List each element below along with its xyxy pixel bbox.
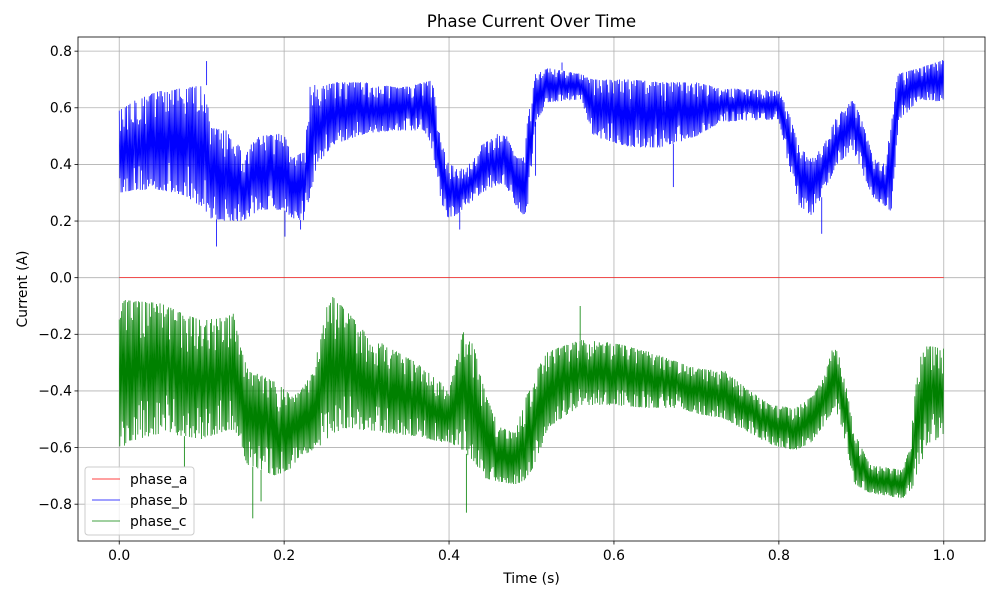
y-axis-label: Current (A)	[15, 251, 31, 328]
chart-title: Phase Current Over Time	[427, 11, 636, 31]
x-tick-label: 0.6	[603, 548, 625, 564]
legend-label-phase-c: phase_c	[130, 514, 187, 530]
y-tick-label: 0.6	[50, 101, 72, 117]
x-tick-label: 0.2	[273, 548, 295, 564]
x-tick-label: 0.4	[438, 548, 460, 564]
y-tick-label: 0.2	[50, 214, 72, 230]
y-tick-label: 0.8	[50, 44, 72, 60]
plot-series	[118, 60, 944, 519]
y-tick-label: −0.8	[38, 497, 72, 513]
y-tick-label: 0.4	[50, 157, 72, 173]
axes-frame	[77, 36, 986, 542]
legend-frame	[84, 466, 195, 536]
phase-c-trace	[118, 296, 944, 499]
legend: phase_a phase_b phase_c	[84, 466, 195, 536]
y-tick-label: 0.0	[50, 270, 72, 286]
legend-item-phase-b: phase_b	[92, 493, 188, 509]
legend-item-phase-c: phase_c	[92, 514, 187, 530]
y-tick-label: −0.2	[38, 327, 72, 343]
legend-label-phase-a: phase_a	[130, 472, 187, 488]
phase-b-trace	[118, 60, 944, 222]
x-tick-label: 0.8	[768, 548, 790, 564]
x-axis-label: Time (s)	[502, 571, 560, 587]
legend-label-phase-b: phase_b	[130, 493, 188, 509]
x-tick-label: 1.0	[933, 548, 955, 564]
y-tick-label: −0.4	[38, 384, 72, 400]
x-tick-label: 0.0	[108, 548, 130, 564]
axis-ticks: 0.0 0.2 0.4 0.6 0.8 1.0 0.8 0.6 0.4 0.2 0.0 −0.2 −0.…	[38, 44, 955, 564]
y-tick-label: −0.6	[38, 440, 72, 456]
legend-item-phase-a: phase_a	[92, 472, 187, 488]
